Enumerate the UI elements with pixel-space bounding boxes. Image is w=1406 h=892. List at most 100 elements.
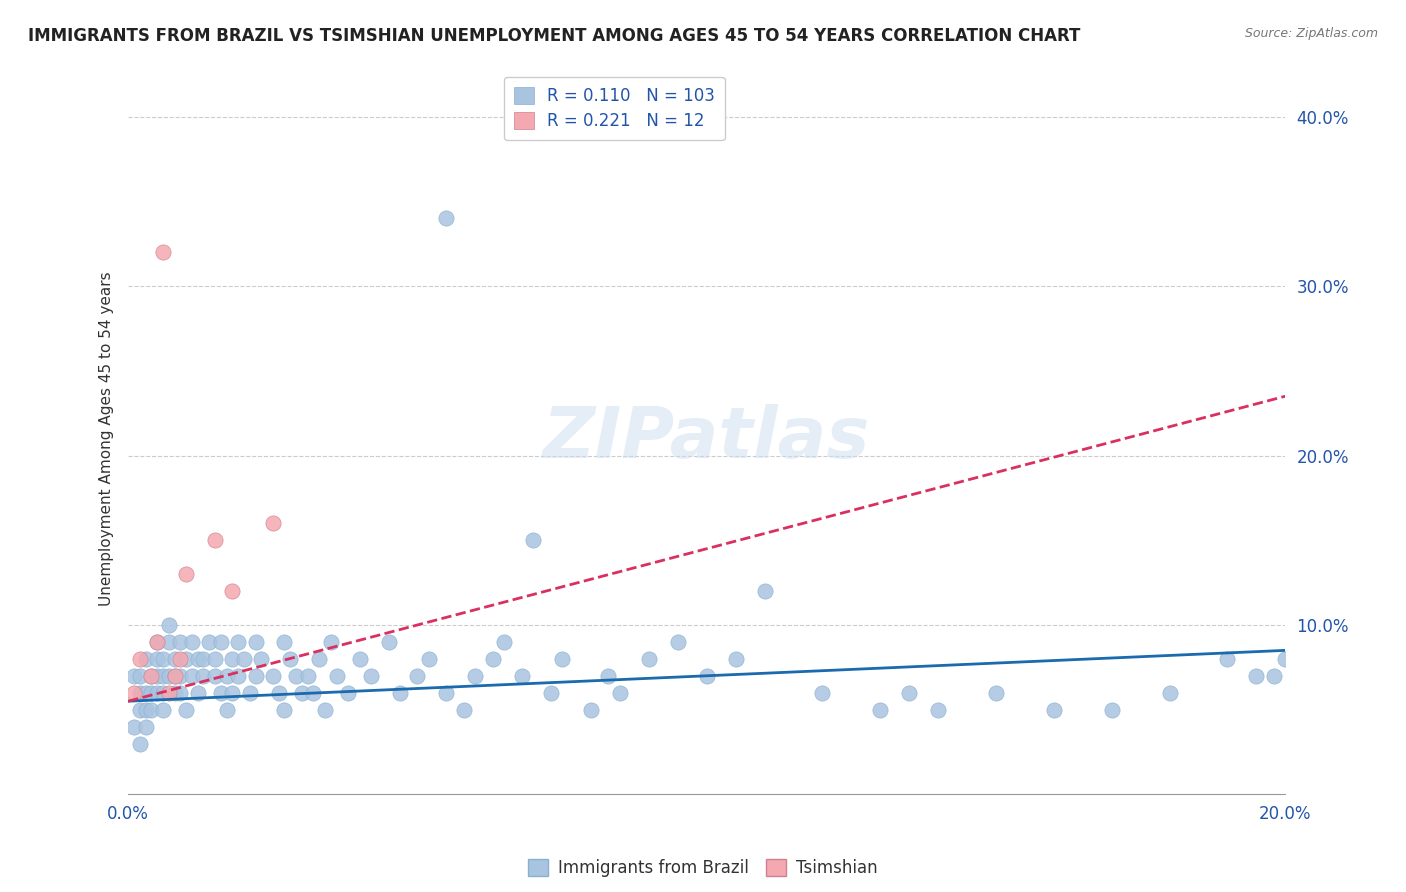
Point xyxy=(233,652,256,666)
Point xyxy=(135,652,157,666)
Point xyxy=(1263,669,1285,683)
Point xyxy=(157,635,180,649)
Point xyxy=(325,669,347,683)
Point xyxy=(869,703,891,717)
Point xyxy=(146,652,169,666)
Point xyxy=(389,686,412,700)
Point xyxy=(174,567,197,582)
Point xyxy=(754,584,776,599)
Point xyxy=(157,686,180,700)
Point xyxy=(302,686,325,700)
Point xyxy=(609,686,631,700)
Point xyxy=(146,669,169,683)
Point xyxy=(221,584,243,599)
Point xyxy=(724,652,747,666)
Point xyxy=(169,686,191,700)
Point xyxy=(1246,669,1268,683)
Point xyxy=(174,652,197,666)
Point xyxy=(494,635,516,649)
Point xyxy=(152,652,174,666)
Point xyxy=(141,669,163,683)
Point xyxy=(245,635,267,649)
Point xyxy=(135,686,157,700)
Point xyxy=(540,686,562,700)
Point xyxy=(510,669,533,683)
Point xyxy=(180,669,202,683)
Point xyxy=(319,635,342,649)
Point xyxy=(141,669,163,683)
Point xyxy=(163,686,186,700)
Point xyxy=(204,669,226,683)
Point xyxy=(128,686,150,700)
Y-axis label: Unemployment Among Ages 45 to 54 years: Unemployment Among Ages 45 to 54 years xyxy=(100,271,114,606)
Text: ZIPatlas: ZIPatlas xyxy=(543,404,870,473)
Point xyxy=(221,686,243,700)
Point xyxy=(278,652,301,666)
Point xyxy=(128,703,150,717)
Point xyxy=(262,516,284,531)
Point xyxy=(215,703,238,717)
Point xyxy=(193,669,215,683)
Point xyxy=(198,635,221,649)
Point xyxy=(245,669,267,683)
Point xyxy=(436,686,458,700)
Point xyxy=(267,686,290,700)
Point xyxy=(1101,703,1123,717)
Point xyxy=(297,669,319,683)
Point xyxy=(262,669,284,683)
Point xyxy=(128,669,150,683)
Point xyxy=(927,703,949,717)
Point xyxy=(436,211,458,226)
Point xyxy=(226,669,249,683)
Point xyxy=(204,533,226,548)
Point xyxy=(122,720,145,734)
Point xyxy=(898,686,921,700)
Point xyxy=(128,652,150,666)
Point xyxy=(187,686,209,700)
Point xyxy=(163,669,186,683)
Point xyxy=(464,669,486,683)
Point xyxy=(314,703,336,717)
Point xyxy=(551,652,574,666)
Point xyxy=(157,618,180,632)
Point xyxy=(135,703,157,717)
Point xyxy=(418,652,440,666)
Point xyxy=(163,669,186,683)
Point xyxy=(377,635,399,649)
Point xyxy=(146,686,169,700)
Point xyxy=(141,703,163,717)
Point xyxy=(1216,652,1239,666)
Point xyxy=(406,669,429,683)
Point xyxy=(193,652,215,666)
Legend: R = 0.110   N = 103, R = 0.221   N = 12: R = 0.110 N = 103, R = 0.221 N = 12 xyxy=(503,77,724,140)
Point xyxy=(209,686,232,700)
Point xyxy=(180,635,202,649)
Point xyxy=(984,686,1007,700)
Point xyxy=(141,686,163,700)
Point xyxy=(291,686,314,700)
Point xyxy=(273,703,295,717)
Point xyxy=(215,669,238,683)
Point xyxy=(152,703,174,717)
Point xyxy=(122,669,145,683)
Point xyxy=(163,652,186,666)
Point xyxy=(250,652,273,666)
Point xyxy=(204,652,226,666)
Point xyxy=(598,669,620,683)
Point xyxy=(135,720,157,734)
Point xyxy=(128,737,150,751)
Point xyxy=(239,686,262,700)
Text: IMMIGRANTS FROM BRAZIL VS TSIMSHIAN UNEMPLOYMENT AMONG AGES 45 TO 54 YEARS CORRE: IMMIGRANTS FROM BRAZIL VS TSIMSHIAN UNEM… xyxy=(28,27,1080,45)
Point xyxy=(122,686,145,700)
Point xyxy=(696,669,718,683)
Point xyxy=(174,703,197,717)
Point xyxy=(522,533,544,548)
Point xyxy=(579,703,602,717)
Point xyxy=(209,635,232,649)
Point xyxy=(169,635,191,649)
Point xyxy=(152,686,174,700)
Point xyxy=(666,635,689,649)
Point xyxy=(811,686,834,700)
Point xyxy=(152,245,174,260)
Point xyxy=(157,669,180,683)
